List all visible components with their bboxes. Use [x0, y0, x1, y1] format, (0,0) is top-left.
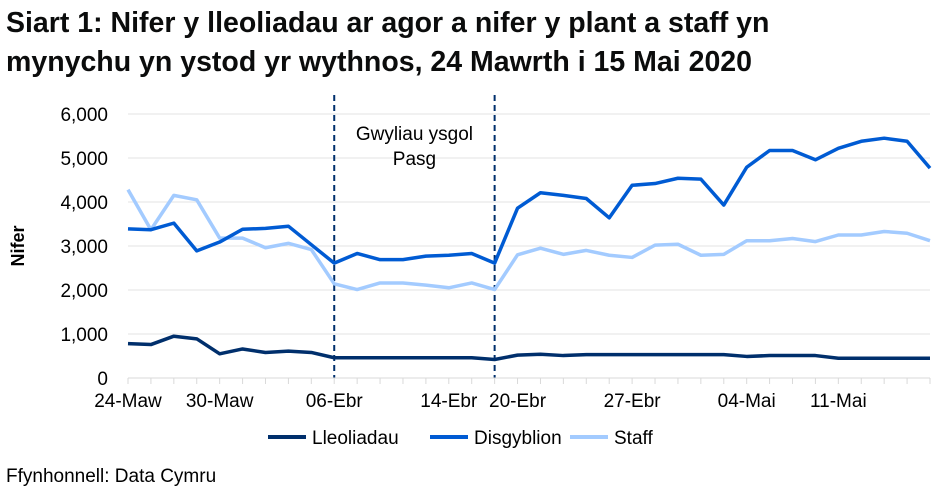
y-axis-label: Nifer [8, 225, 28, 266]
annotation-label-line-1: Gwyliau ysgol [356, 124, 473, 145]
series-lines [126, 136, 932, 362]
y-tick-label: 0 [97, 369, 108, 390]
axes: 0 1,000 2,000 3,000 4,000 5,000 6,000 24-Maw 30-… [60, 105, 931, 412]
gridlines [128, 113, 930, 335]
x-tick-label: 20-Ebr [489, 391, 547, 412]
legend-item-lleoliadau: Lleoliadau [268, 428, 399, 449]
y-tick-label: 3,000 [60, 237, 108, 258]
holiday-annotation: Gwyliau ysgol Pasg [333, 95, 496, 378]
legend-label: Staff [614, 428, 653, 449]
x-tick-label: 24-Maw [94, 391, 162, 412]
chart-title-line-2: mynychu yn ystod yr wythnos, 24 Mawrth i… [6, 46, 752, 78]
series-line-lleoliadau [127, 334, 930, 362]
legend: Lleoliadau Disgyblion Staff [268, 428, 653, 449]
annotation-label-line-2: Pasg [393, 149, 436, 170]
y-tick-label: 6,000 [60, 105, 108, 126]
y-tick-label: 1,000 [60, 325, 108, 346]
x-tick-label: 30-Maw [186, 391, 254, 412]
y-tick-label: 4,000 [60, 193, 108, 214]
chart-title-line-1: Siart 1: Nifer y lleoliadau ar agor a ni… [6, 7, 770, 39]
x-tick-label: 06-Ebr [306, 391, 364, 412]
legend-item-staff: Staff [570, 428, 653, 449]
x-tick-label: 04-Mai [718, 391, 776, 412]
legend-label: Lleoliadau [312, 428, 399, 449]
series-line-staff [126, 188, 931, 292]
y-tick-label: 5,000 [60, 149, 108, 170]
y-tick-label: 2,000 [60, 281, 108, 302]
x-tick-label: 11-Mai [810, 391, 867, 412]
series-line-disgyblion [127, 136, 932, 265]
legend-item-disgyblion: Disgyblion [430, 428, 562, 449]
legend-label: Disgyblion [474, 428, 562, 449]
x-tick-label: 14-Ebr [420, 391, 478, 412]
x-tick-label: 27-Ebr [604, 391, 662, 412]
source-note: Ffynhonnell: Data Cymru [6, 466, 217, 487]
chart-title: Siart 1: Nifer y lleoliadau ar agor a ni… [6, 4, 769, 82]
